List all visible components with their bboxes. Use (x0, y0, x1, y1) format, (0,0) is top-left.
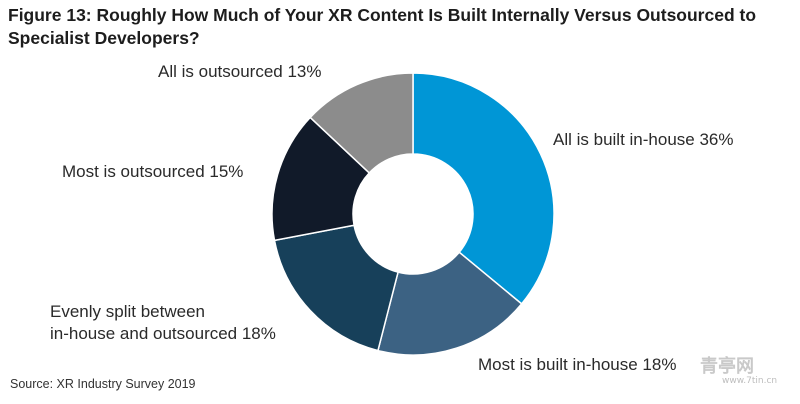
slice-label-4: Most is outsourced 15% (62, 162, 243, 181)
donut-slice-5 (309, 72, 414, 174)
slice-label-3: Evenly split between in-house and outsour… (50, 302, 276, 343)
watermark-url: www.7tin.cn (722, 376, 778, 386)
slice-label-3-line-2: in-house and outsourced 18% (50, 324, 276, 343)
slice-label-1: All is built in-house 36% (553, 130, 733, 149)
source-note: Source: XR Industry Survey 2019 (10, 377, 196, 391)
watermark: 青亭网 www.7tin.cn (700, 352, 777, 386)
donut-slice-3 (273, 224, 399, 352)
watermark-brand: 青亭网 (700, 356, 754, 377)
chart-title: Figure 13: Roughly How Much of Your XR C… (8, 5, 757, 48)
donut-slice-1 (412, 72, 555, 305)
slice-label-5: All is outsourced 13% (158, 62, 321, 81)
donut-slice-2 (377, 251, 523, 356)
slice-label-3-line-1: Evenly split between (50, 302, 205, 321)
slice-label-2: Most is built in-house 18% (478, 355, 676, 374)
donut-slice-4 (271, 116, 371, 242)
